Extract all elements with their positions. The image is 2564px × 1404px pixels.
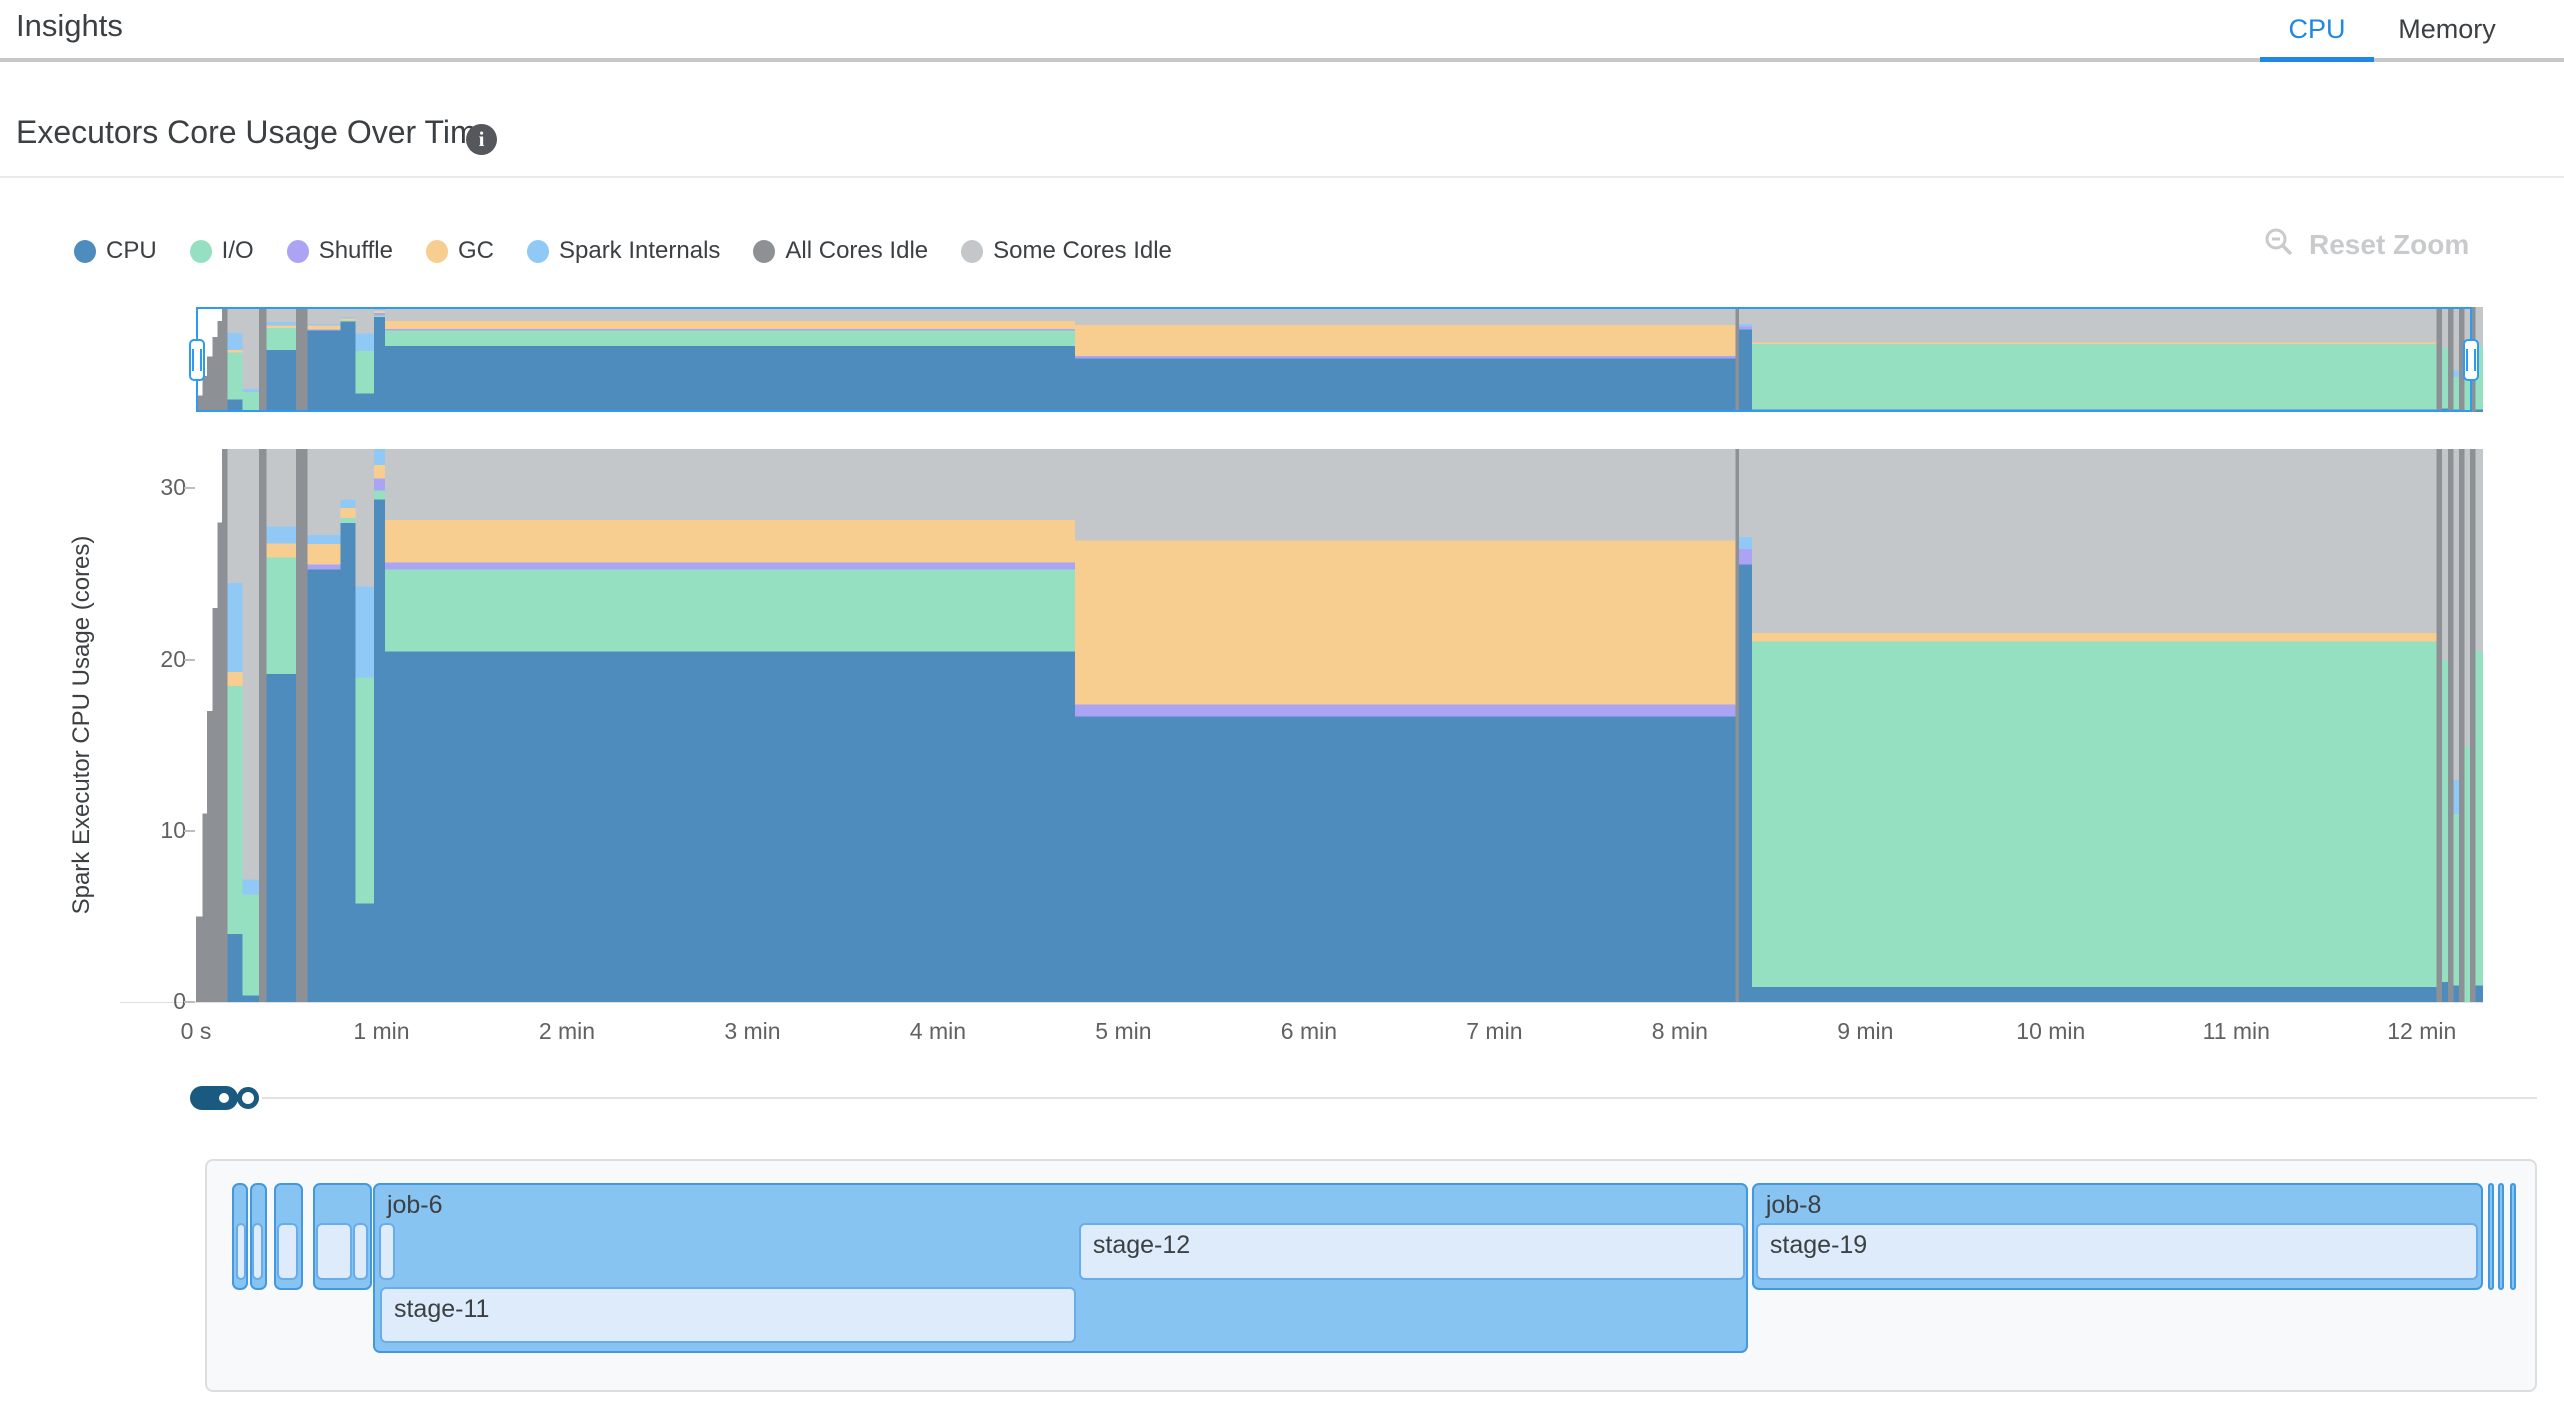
legend-item-cpu[interactable]: CPU xyxy=(74,237,157,265)
legend-label: CPU xyxy=(106,237,157,264)
x-tick-label: 1 min xyxy=(353,1018,410,1044)
info-icon[interactable]: i xyxy=(466,124,497,155)
y-tick-mark xyxy=(184,658,195,661)
x-tick-label: 6 min xyxy=(1280,1018,1338,1044)
page-title: Insights xyxy=(16,8,123,43)
stage-bar-stage-11[interactable] xyxy=(379,1287,1076,1343)
stage-bar[interactable] xyxy=(316,1223,352,1280)
legend-item-idle_some[interactable]: Some Cores Idle xyxy=(961,237,1172,265)
y-tick-mark xyxy=(184,829,195,832)
job-bar[interactable] xyxy=(2509,1183,2516,1290)
legend-label: All Cores Idle xyxy=(785,237,929,264)
stage-bar[interactable] xyxy=(352,1223,368,1280)
x-tick-label: 8 min xyxy=(1651,1018,1708,1044)
legend-label: Shuffle xyxy=(318,237,393,264)
y-tick-label: 30 xyxy=(160,474,186,501)
stage-bar[interactable] xyxy=(378,1223,395,1280)
legend-label: I/O xyxy=(221,237,254,264)
tab-bar: CPU Memory xyxy=(2252,0,2512,62)
brush-handle-right[interactable] xyxy=(2462,338,2479,381)
overview-chart[interactable] xyxy=(196,307,2484,413)
x-tick-label: 9 min xyxy=(1837,1018,1894,1044)
job-bar[interactable] xyxy=(2487,1183,2494,1290)
stage-bar-stage-19[interactable] xyxy=(1755,1223,2478,1280)
legend-item-internals[interactable]: Spark Internals xyxy=(526,237,721,265)
toggle-circle[interactable] xyxy=(237,1087,259,1109)
legend-item-io[interactable]: I/O xyxy=(189,237,254,265)
io-legend-dot xyxy=(189,239,212,263)
x-tick-label: 2 min xyxy=(538,1018,596,1044)
stage-bar[interactable] xyxy=(277,1223,298,1280)
reset-zoom-label: Reset Zoom xyxy=(2309,228,2470,260)
shuffle-legend-dot xyxy=(286,239,309,263)
zoom-out-icon xyxy=(2263,226,2295,263)
x-tick-label: 10 min xyxy=(2016,1018,2086,1044)
y-tick-label: 20 xyxy=(160,645,186,672)
x-tick-label: 12 min xyxy=(2387,1018,2457,1044)
stage-bar-stage-12[interactable] xyxy=(1078,1223,1745,1280)
y-tick-mark xyxy=(184,487,195,490)
x-axis-line xyxy=(120,1002,2483,1003)
legend-item-shuffle[interactable]: Shuffle xyxy=(286,237,393,265)
legend-label: Some Cores Idle xyxy=(993,237,1172,264)
legend-label: GC xyxy=(457,237,494,264)
stage-bar[interactable] xyxy=(252,1223,263,1280)
section-divider xyxy=(0,176,2564,178)
y-tick-label: 0 xyxy=(173,988,186,1014)
legend-label: Spark Internals xyxy=(558,237,721,264)
toggle-knob[interactable] xyxy=(215,1089,233,1107)
x-tick-label: 0 s xyxy=(180,1018,212,1044)
header-divider xyxy=(0,58,2564,62)
gc-legend-dot xyxy=(425,239,448,263)
stage-bar[interactable] xyxy=(236,1223,247,1280)
brush-handle-left[interactable] xyxy=(189,338,205,381)
idle_some-legend-dot xyxy=(961,239,984,263)
brush-selection[interactable] xyxy=(189,307,2479,412)
x-tick-label: 3 min xyxy=(724,1018,781,1044)
job-bar[interactable] xyxy=(2497,1183,2504,1290)
idle_all-legend-dot xyxy=(753,239,776,263)
x-tick-label: 7 min xyxy=(1466,1018,1523,1044)
legend-item-gc[interactable]: GC xyxy=(425,237,494,265)
internals-legend-dot xyxy=(526,239,549,263)
section-title: Executors Core Usage Over Time xyxy=(16,114,495,150)
y-axis-title: Spark Executor CPU Usage (cores) xyxy=(68,535,95,915)
main-chart[interactable] xyxy=(196,449,2484,1003)
cpu-legend-dot xyxy=(74,239,96,263)
tab-memory[interactable]: Memory xyxy=(2398,14,2496,44)
legend-item-idle_all[interactable]: All Cores Idle xyxy=(753,237,928,265)
x-tick-label: 4 min xyxy=(909,1018,967,1044)
toggle-track xyxy=(262,1097,2537,1099)
tab-cpu[interactable]: CPU xyxy=(2252,0,2382,62)
x-tick-label: 11 min xyxy=(2202,1018,2270,1044)
y-tick-mark xyxy=(184,1001,195,1003)
reset-zoom-button[interactable]: Reset Zoom xyxy=(2263,226,2469,263)
y-tick-label: 10 xyxy=(160,816,186,843)
x-tick-label: 5 min xyxy=(1095,1018,1152,1044)
chart-legend: CPU I/O Shuffle GC Spark Internals All Cores … xyxy=(74,237,1172,265)
